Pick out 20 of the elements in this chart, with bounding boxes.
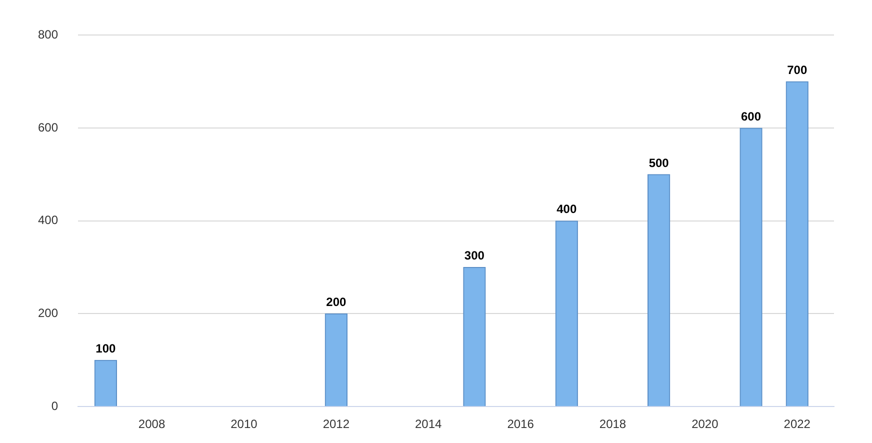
- x-tick-label: 2014: [415, 417, 442, 432]
- data-label: 500: [648, 156, 670, 170]
- y-tick-label: 200: [38, 306, 58, 320]
- data-label: 600: [741, 109, 762, 124]
- y-tick-label: 600: [38, 120, 58, 134]
- y-tick-label: 0: [51, 398, 58, 413]
- x-tick-label: 2010: [230, 417, 258, 432]
- data-label: 300: [464, 248, 485, 263]
- data-label: 200: [326, 295, 346, 310]
- data-label: 100: [96, 341, 116, 356]
- x-tick-label: 2022: [784, 417, 811, 432]
- x-tick-label: 2008: [138, 417, 166, 432]
- x-tick-label: 2012: [322, 417, 350, 432]
- y-tick-label: 800: [38, 28, 58, 42]
- y-tick-label: 400: [38, 213, 58, 228]
- x-tick-label: 2020: [692, 417, 719, 432]
- data-label: 400: [556, 202, 577, 216]
- data-label: 700: [787, 62, 808, 77]
- x-tick-label: 2016: [507, 417, 534, 432]
- x-tick-label: 2018: [599, 417, 626, 432]
